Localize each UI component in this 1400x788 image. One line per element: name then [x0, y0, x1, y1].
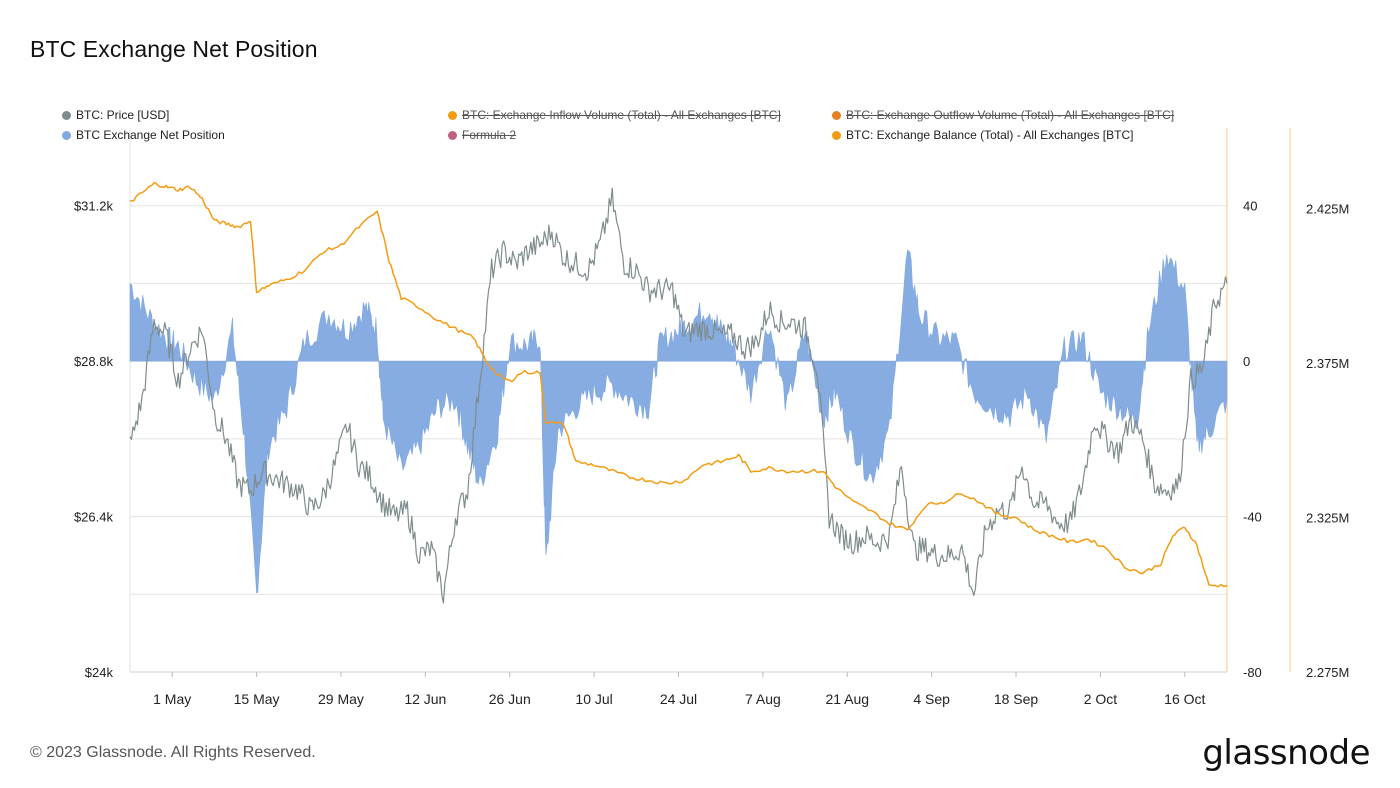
legend-item-net-position[interactable]: BTC Exchange Net Position [62, 128, 225, 142]
balance-tick-label: 2.425M [1306, 201, 1349, 216]
price-tick-label: $24k [85, 665, 114, 680]
legend-dot [62, 130, 71, 140]
x-tick-label: 4 Sep [913, 691, 950, 707]
x-tick-label: 1 May [153, 691, 191, 707]
net-position-area [129, 249, 1228, 594]
x-tick-label: 7 Aug [745, 691, 781, 707]
net-position-tick-label: -80 [1243, 665, 1262, 680]
x-tick-label: 12 Jun [404, 691, 446, 707]
chart-legend: BTC: Price [USD] BTC: Exchange Inflow Vo… [62, 108, 1252, 148]
x-tick-label: 16 Oct [1164, 691, 1205, 707]
legend-dot [448, 110, 457, 120]
copyright-text: © 2023 Glassnode. All Rights Reserved. [30, 744, 316, 761]
legend-label: BTC: Price [USD] [76, 108, 170, 122]
legend-item-outflow-volume[interactable]: BTC: Exchange Outflow Volume (Total) - A… [832, 108, 1174, 122]
x-tick-label: 15 May [234, 691, 280, 707]
page-title: BTC Exchange Net Position [30, 36, 318, 62]
legend-label: BTC Exchange Net Position [76, 128, 225, 142]
legend-dot [832, 130, 841, 140]
x-tick-label: 18 Sep [994, 691, 1039, 707]
legend-dot [448, 130, 457, 140]
legend-item-inflow-volume[interactable]: BTC: Exchange Inflow Volume (Total) - Al… [448, 108, 781, 122]
legend-label: Formula 2 [462, 128, 517, 142]
balance-tick-label: 2.275M [1306, 665, 1349, 680]
balance-tick-label: 2.325M [1306, 510, 1349, 525]
net-position-tick-label: 40 [1243, 199, 1257, 214]
balance-tick-label: 2.375M [1306, 356, 1349, 371]
legend-item-exchange-balance[interactable]: BTC: Exchange Balance (Total) - All Exch… [832, 128, 1133, 142]
net-position-tick-label: -40 [1243, 510, 1262, 525]
x-tick-label: 29 May [318, 691, 364, 707]
x-tick-label: 26 Jun [489, 691, 531, 707]
legend-dot [832, 110, 841, 120]
x-tick-label: 2 Oct [1084, 691, 1118, 707]
legend-item-btc-price[interactable]: BTC: Price [USD] [62, 108, 169, 122]
legend-label: BTC: Exchange Inflow Volume (Total) - Al… [462, 108, 781, 122]
legend-label: BTC: Exchange Balance (Total) - All Exch… [846, 128, 1134, 142]
legend-label: BTC: Exchange Outflow Volume (Total) - A… [846, 108, 1175, 122]
net-position-tick-label: 0 [1243, 354, 1250, 369]
x-tick-label: 24 Jul [660, 691, 697, 707]
legend-item-formula-2[interactable]: Formula 2 [448, 128, 516, 142]
price-tick-label: $31.2k [74, 199, 114, 214]
glassnode-logo: glassnode [1202, 733, 1370, 773]
price-tick-label: $26.4k [74, 510, 114, 525]
exchange-balance-line [129, 181, 1228, 588]
price-tick-label: $28.8k [74, 354, 114, 369]
x-tick-label: 10 Jul [575, 691, 612, 707]
x-tick-label: 21 Aug [825, 691, 869, 707]
price-line [129, 187, 1228, 604]
legend-dot [62, 110, 71, 120]
